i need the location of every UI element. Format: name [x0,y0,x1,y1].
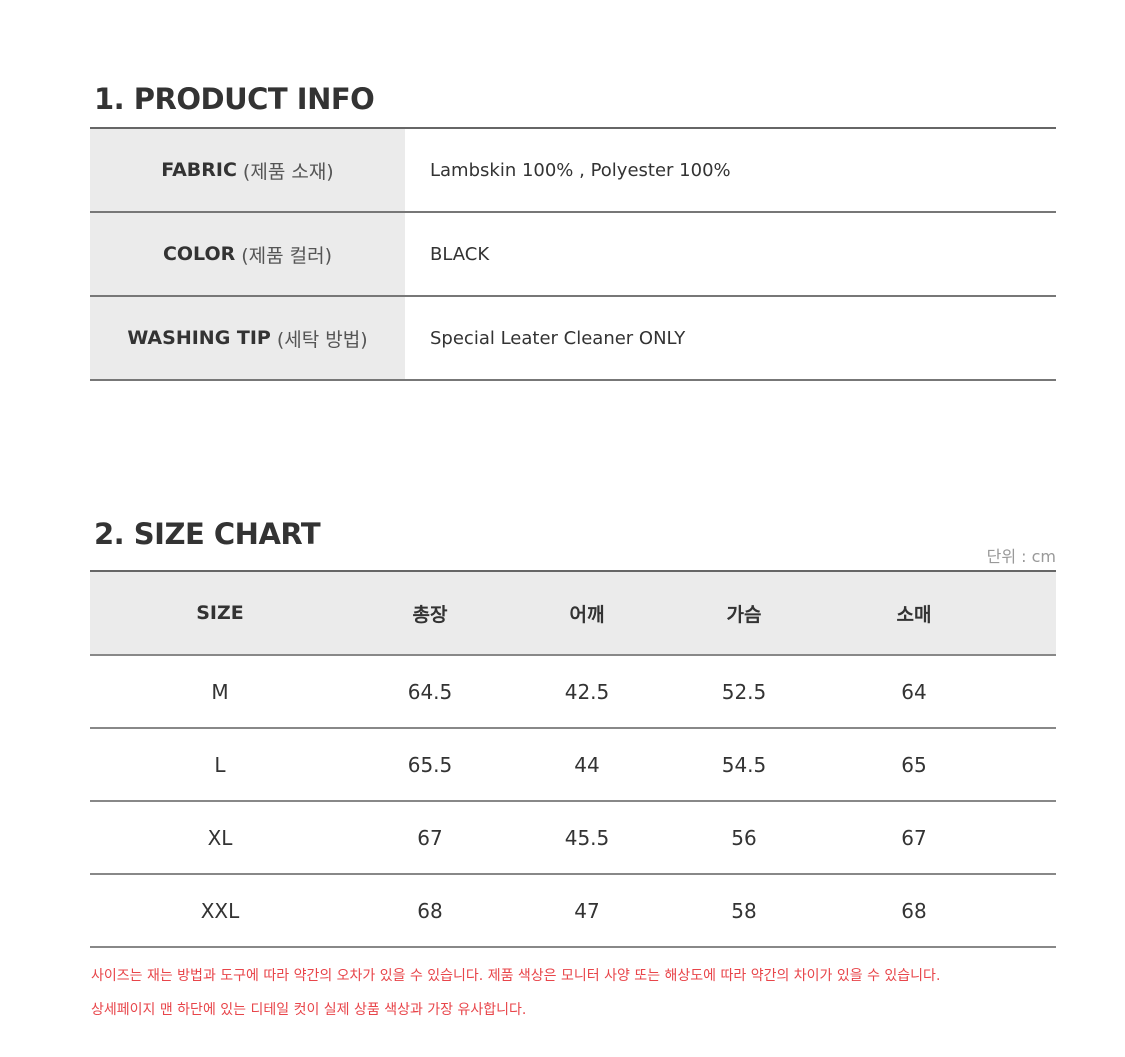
info-row-fabric: FABRIC (제품 소재) Lambskin 100% , Polyester … [90,129,1056,213]
column-header: 가슴 [726,603,762,626]
table-cell: 64 [901,679,927,704]
size-chart-table: SIZE 총장 어깨 가슴 소매 M 64.5 42.5 52.5 64 L 65.5 44 54.5 65… [90,570,1056,948]
table-cell: 47 [574,898,600,923]
column-header: 어깨 [569,603,605,626]
table-cell: 45.5 [564,825,610,850]
column-header: 총장 [412,603,448,626]
column-header: SIZE [196,602,244,624]
size-note: 사이즈는 재는 방법과 도구에 따라 약간의 오차가 있을 수 있습니다. 제품… [91,968,941,984]
table-cell: XL [207,825,233,850]
table-cell: XXL [200,898,240,923]
table-cell: 67 [417,825,443,850]
table-cell: 44 [574,752,600,777]
table-cell: 65 [901,752,927,777]
info-label: FABRIC [161,159,237,181]
info-value: Lambskin 100% , Polyester 100% [430,159,731,181]
table-cell: 68 [417,898,443,923]
table-cell: 54.5 [721,752,767,777]
unit-label: 단위 : cm [986,547,1056,566]
table-cell: L [214,752,226,777]
info-label: WASHING TIP [127,327,271,349]
table-cell: 52.5 [721,679,767,704]
table-row: XXL 68 47 58 68 [90,875,1056,948]
info-row-washing-tip: WASHING TIP (세탁 방법) Special Leater Cleane… [90,297,1056,381]
color-note: 상세페이지 맨 하단에 있는 디테일 컷이 실제 상품 색상과 가장 유사합니다… [91,1002,527,1018]
product-info-title: 1. PRODUCT INFO [94,82,375,116]
table-cell: M [211,679,229,704]
table-row: M 64.5 42.5 52.5 64 [90,656,1056,729]
info-label-ko: (제품 컬러) [241,244,333,267]
table-cell: 64.5 [407,679,453,704]
info-value: BLACK [430,243,490,265]
table-cell: 67 [901,825,927,850]
info-row-color: COLOR (제품 컬러) BLACK [90,213,1056,297]
size-chart-title: 2. SIZE CHART [94,517,321,551]
info-label-ko: (세탁 방법) [276,328,368,351]
table-cell: 42.5 [564,679,610,704]
size-header-row: SIZE 총장 어깨 가슴 소매 [90,572,1056,656]
table-cell: 58 [731,898,757,923]
product-info-table: FABRIC (제품 소재) Lambskin 100% , Polyester … [90,127,1056,381]
table-row: L 65.5 44 54.5 65 [90,729,1056,802]
info-value: Special Leater Cleaner ONLY [430,327,686,349]
column-header: 소매 [896,603,932,626]
table-row: XL 67 45.5 56 67 [90,802,1056,875]
table-cell: 65.5 [407,752,453,777]
table-cell: 56 [731,825,757,850]
info-label: COLOR [162,243,236,265]
table-cell: 68 [901,898,927,923]
info-label-ko: (제품 소재) [242,160,334,183]
